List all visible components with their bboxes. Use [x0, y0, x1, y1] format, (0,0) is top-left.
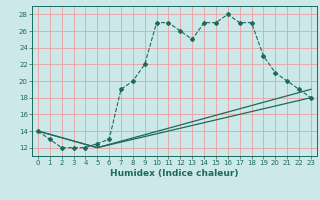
X-axis label: Humidex (Indice chaleur): Humidex (Indice chaleur): [110, 169, 239, 178]
